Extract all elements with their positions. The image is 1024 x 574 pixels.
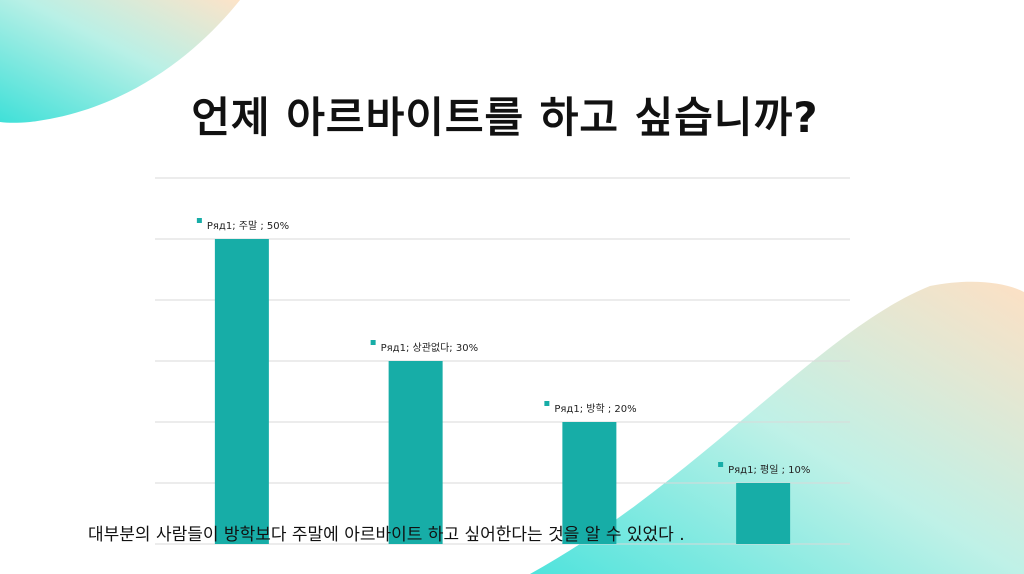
data-label-marker [196,218,202,223]
data-label-marker [370,340,376,345]
bottom-right-wave-shape [530,281,1024,574]
gridlines [155,177,850,545]
bar-1 [214,239,269,544]
bar-4 [736,483,791,544]
top-left-wave-shape [0,0,240,123]
data-label-marker [718,462,724,467]
bar-2 [388,361,443,544]
data-label-2: Ряд1; 상관없다; 30% [381,341,478,354]
caption-text: 대부분의 사람들이 방학보다 주말에 아르바이트 하고 싶어한다는 것을 알 수… [88,525,685,545]
data-label-3: Ряд1; 방학 ; 20% [554,403,636,415]
slide-title: 언제 아르바이트를 하고 싶습니까? [191,93,819,142]
bars [214,239,791,544]
bar-3 [562,422,617,544]
data-label-marker [544,401,550,406]
data-label-4: Ряд1; 평일 ; 10% [728,464,810,476]
data-label-1: Ряд1; 주말 ; 50% [207,220,289,232]
data-labels: Ряд1; 주말 ; 50% Ряд1; 상관없다; 30% Ряд1; 방학 ; … [196,218,810,476]
